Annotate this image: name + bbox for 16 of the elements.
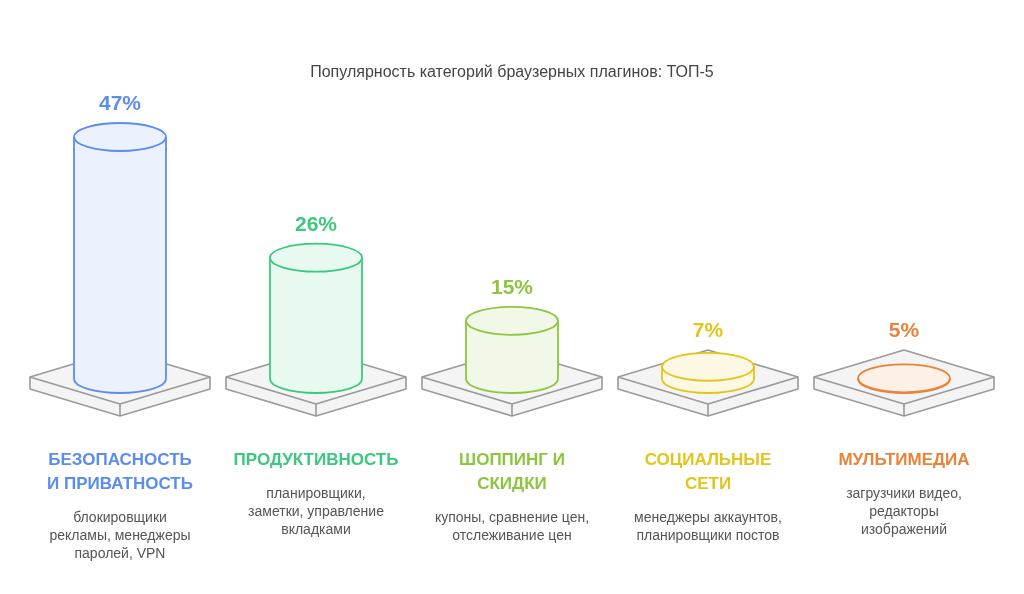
text: загрузчики видео, редакторы изображений bbox=[846, 484, 962, 537]
x-tick-label: МУЛЬТИМЕДИА bbox=[838, 449, 970, 469]
data-label: 47% bbox=[98, 91, 142, 115]
chart-title: Популярность категорий браузерных плагинов: ТОП-5 bbox=[310, 62, 714, 80]
text: менеджеры аккаунтов, планировщики постов bbox=[634, 508, 782, 543]
text: блокировщики рекламы, менеджеры паролей, VPN bbox=[49, 508, 191, 561]
data-label: 7% bbox=[692, 318, 724, 342]
text: планировщики, заметки, управление вкладками bbox=[248, 484, 385, 537]
data-label: 26% bbox=[294, 211, 338, 235]
data-label: 5% bbox=[888, 318, 920, 342]
x-tick-label: ПРОДУКТИВНОСТЬ bbox=[233, 449, 399, 469]
x-tick-label: СОЦИАЛЬНЫЕ СЕТИ bbox=[644, 449, 772, 493]
x-tick-label: ШОППИНГ И СКИДКИ bbox=[459, 449, 565, 493]
text: купоны, сравнение цен, отслеживание цен bbox=[434, 508, 590, 543]
data-label: 15% bbox=[490, 275, 534, 299]
x-tick-label: БЕЗОПАСНОСТЬ И ПРИВАТНОСТЬ bbox=[47, 449, 193, 493]
